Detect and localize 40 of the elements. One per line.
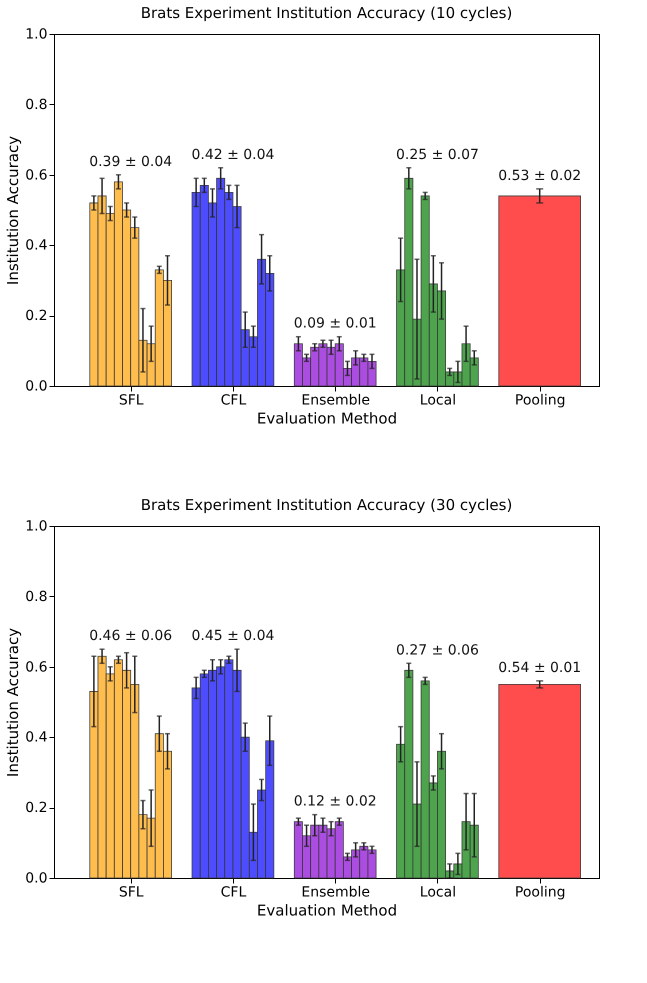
y-tick-label: 0.4	[25, 238, 48, 254]
annotation: 0.42 ± 0.04	[191, 146, 275, 163]
x-tick-label: Local	[420, 392, 456, 408]
annotation: 0.53 ± 0.02	[498, 168, 582, 184]
x-tick-label: SFL	[118, 884, 144, 900]
x-axis-title: Evaluation Method	[256, 410, 398, 428]
x-tick-label: Ensemble	[301, 392, 370, 408]
annotation: 0.09 ± 0.01	[294, 316, 377, 332]
bar	[498, 684, 581, 878]
chart-title: Brats Experiment Institution Accuracy (30 cycles)	[140, 496, 512, 514]
annotation: 0.46 ± 0.06	[89, 628, 172, 644]
y-tick-label: 1.0	[25, 518, 48, 534]
x-tick-label: SFL	[118, 392, 144, 408]
y-tick-label: 0.4	[25, 730, 48, 746]
y-tick-label: 0.8	[25, 96, 48, 113]
x-tick-label: Pooling	[514, 884, 566, 900]
y-tick-label: 0.6	[25, 659, 48, 676]
y-axis-title: Institution Accuracy	[4, 136, 22, 286]
x-axis-title: Evaluation Method	[256, 902, 398, 920]
annotation: 0.54 ± 0.01	[498, 660, 582, 676]
annotation: 0.45 ± 0.04	[191, 628, 275, 644]
y-tick-label: 0.2	[25, 800, 48, 816]
y-tick-label: 0.2	[25, 308, 48, 324]
annotation: 0.27 ± 0.06	[396, 642, 480, 658]
y-tick-label: 0.8	[25, 588, 48, 605]
x-tick-label: Local	[420, 884, 456, 900]
y-tick-label: 1.0	[25, 26, 48, 42]
annotation: 0.12 ± 0.02	[294, 794, 377, 810]
y-tick-label: 0.0	[25, 870, 48, 886]
annotation: 0.39 ± 0.04	[89, 154, 172, 170]
bar	[498, 196, 581, 386]
annotation: 0.25 ± 0.07	[396, 146, 479, 163]
x-tick-label: Ensemble	[301, 884, 370, 900]
y-axis-title: Institution Accuracy	[4, 628, 22, 778]
x-tick-label: Pooling	[514, 392, 566, 408]
y-tick-label: 0.6	[25, 167, 48, 184]
y-tick-label: 0.0	[25, 378, 48, 394]
x-tick-label: CFL	[220, 392, 246, 408]
x-tick-label: CFL	[220, 884, 246, 900]
chart-title: Brats Experiment Institution Accuracy (10 cycles)	[140, 4, 512, 22]
